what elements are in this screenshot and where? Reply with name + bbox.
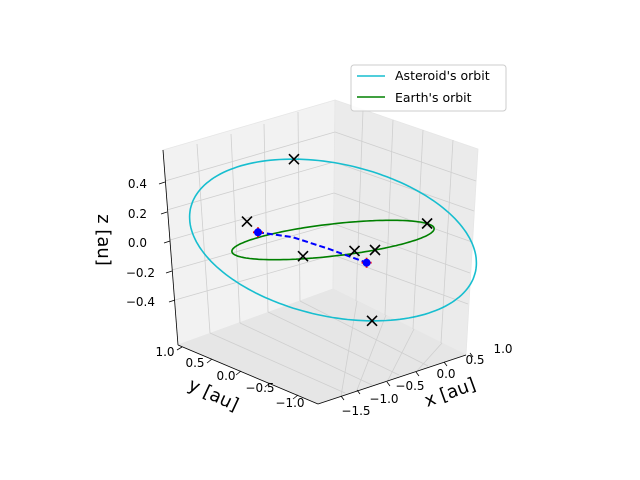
x-tick-labels: −1.5 −1.0 −0.5 0.0 0.5 1.0 [341, 342, 512, 418]
grid-lines [164, 109, 477, 397]
legend-box [350, 64, 507, 112]
legend-label-earth: Earth's orbit [395, 90, 472, 105]
z-tick-label: −0.2 [126, 266, 155, 280]
x-marker [241, 216, 253, 228]
endpoint-marker [254, 228, 262, 237]
tick-marks [158, 181, 474, 401]
x-tick-label: −0.5 [395, 379, 424, 393]
x-tick-label: 1.0 [493, 342, 512, 356]
y-tick-label: −0.5 [245, 381, 274, 395]
y-tick-labels: 1.0 0.5 0.0 −0.5 −1.0 [155, 345, 304, 410]
y-tick-label: 0.0 [216, 369, 235, 383]
y-tick-label: −1.0 [275, 396, 304, 410]
z-tick-label: 0.4 [128, 177, 147, 191]
x-marker [288, 153, 300, 165]
x-tick-label: 0.5 [465, 353, 484, 367]
z-axis-label: z [au] [93, 214, 114, 266]
data-layer [188, 153, 478, 327]
x-marker [369, 244, 381, 256]
z-tick-label: −0.4 [126, 295, 155, 309]
legend-label-asteroid: Asteroid's orbit [395, 68, 490, 83]
endpoint-marker [362, 258, 371, 267]
z-tick-labels: 0.4 0.2 0.0 −0.2 −0.4 [126, 177, 155, 309]
x-marker [366, 315, 378, 327]
z-tick-label: 0.0 [128, 236, 147, 250]
x-tick-label: −1.0 [369, 392, 398, 406]
x-marker [297, 250, 309, 262]
x-tick-label: −1.5 [341, 404, 370, 418]
x-marker [348, 245, 361, 257]
z-tick-label: 0.2 [128, 207, 147, 221]
y-tick-label: 0.5 [185, 356, 204, 370]
axis-lines [162, 149, 467, 405]
x-tick-label: 0.0 [436, 367, 455, 381]
transfer-path [257, 231, 367, 264]
series-line-earth [231, 219, 435, 261]
legend: Asteroid's orbit Earth's orbit [350, 64, 507, 112]
y-tick-label: 1.0 [155, 345, 174, 359]
x-marker [421, 217, 433, 230]
